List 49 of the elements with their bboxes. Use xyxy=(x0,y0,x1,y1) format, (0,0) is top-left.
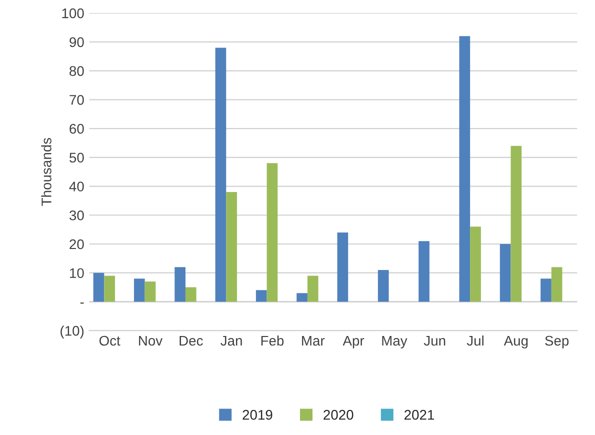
x-tick-label: Sep xyxy=(545,336,569,348)
bar xyxy=(378,270,389,302)
bar xyxy=(256,290,267,302)
y-tick-label: 80 xyxy=(70,66,84,76)
x-tick-label: Aug xyxy=(504,336,528,348)
x-tick-label: Feb xyxy=(261,335,284,346)
y-tick-label: 90 xyxy=(70,37,84,48)
bar xyxy=(93,272,104,302)
y-tick-label: - xyxy=(80,302,84,304)
bar xyxy=(215,48,226,302)
x-tick-label: Jan xyxy=(220,336,242,346)
x-tick-label: Mar xyxy=(302,336,325,346)
bar xyxy=(540,278,552,302)
x-tick-label: May xyxy=(382,336,408,348)
x-tick-label: Oct xyxy=(99,336,120,346)
y-tick-label: 50 xyxy=(69,152,84,163)
y-tick-label: 20 xyxy=(70,239,84,250)
bar xyxy=(470,226,481,302)
bar xyxy=(500,244,511,302)
bar xyxy=(307,276,318,302)
bar xyxy=(174,267,186,302)
y-tick-label: 30 xyxy=(69,210,84,220)
legend-label: 2021 xyxy=(404,410,434,420)
bar xyxy=(296,293,308,302)
legend-label: 2019 xyxy=(242,410,272,420)
y-tick-label: 10 xyxy=(70,268,84,278)
bar xyxy=(226,192,237,302)
bar xyxy=(104,276,115,302)
bar xyxy=(185,287,196,302)
x-tick-label: Apr xyxy=(342,336,364,348)
bar xyxy=(510,146,522,302)
bar xyxy=(134,278,145,302)
legend-label: 2020 xyxy=(324,410,354,420)
bar xyxy=(337,232,348,302)
y-tick-label: 60 xyxy=(70,124,84,134)
bar xyxy=(144,282,156,302)
y-tick-label: (10) xyxy=(60,326,84,339)
x-tick-label: Jun xyxy=(424,336,446,346)
y-axis-title: Thousands xyxy=(41,138,52,206)
y-tick-label: 70 xyxy=(70,94,84,105)
bar xyxy=(459,36,470,302)
x-tick-label: Jul xyxy=(466,335,484,346)
y-tick-label: 40 xyxy=(69,182,84,192)
x-tick-label: Nov xyxy=(139,336,163,346)
bar xyxy=(266,163,278,302)
bar xyxy=(551,267,562,302)
x-tick-label: Dec xyxy=(180,336,203,346)
bar xyxy=(418,241,430,302)
y-tick-label: 100 xyxy=(62,8,84,18)
